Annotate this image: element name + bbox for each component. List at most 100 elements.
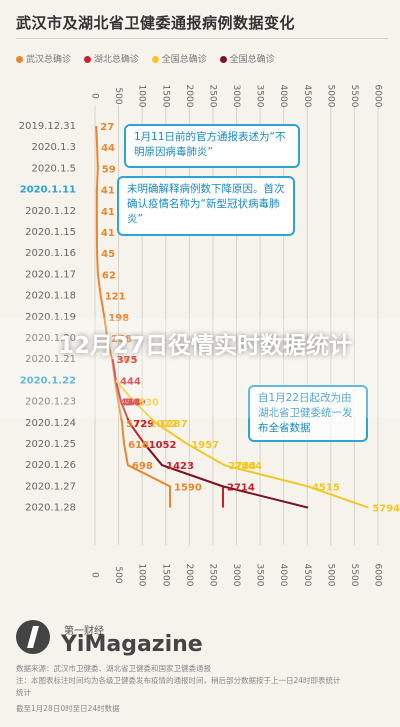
x-tick-label-top: 6000	[373, 85, 383, 108]
x-tick-label-top: 2500	[207, 85, 217, 108]
data-label: 44	[101, 143, 115, 154]
x-tick-label-bottom: 1000	[137, 564, 147, 587]
x-tick-label-bottom: 2500	[207, 564, 217, 587]
x-tick-label-bottom: 5500	[349, 564, 359, 587]
legend-swatch	[83, 56, 91, 63]
x-tick-label-bottom: 3000	[231, 564, 241, 587]
data-label: 1052	[149, 440, 177, 451]
x-tick-label-top: 5000	[325, 85, 335, 108]
data-label: 27	[100, 122, 114, 133]
date-label: 2020.1.28	[25, 503, 76, 514]
legend-swatch	[16, 56, 23, 63]
x-tick-label-bottom: 500	[113, 566, 123, 583]
footer-source: 数据来源：武汉市卫健委、湖北省卫健委和国家卫健委通报	[16, 664, 211, 673]
series-line	[115, 379, 369, 509]
data-label: 41	[101, 186, 115, 197]
callout-before-jan11: 1月11日前的官方通报表述为“不明原因病毒肺炎”	[124, 124, 300, 168]
data-label: 444	[120, 398, 141, 409]
x-tick-label-top: 3000	[231, 85, 241, 108]
banner-title: 12月27日役情实时数据统计	[58, 333, 353, 359]
x-tick-label-top: 4500	[302, 85, 312, 108]
date-label: 2020.1.5	[31, 163, 76, 174]
data-label: 2714	[227, 482, 255, 493]
date-label: 2020.1.12	[25, 206, 76, 217]
data-label: 59	[102, 164, 116, 175]
data-label: 4515	[312, 482, 340, 493]
date-label: 2020.1.27	[25, 481, 76, 492]
data-label: 549	[125, 398, 146, 409]
x-tick-label-top: 5500	[349, 85, 359, 108]
date-label: 2020.1.3	[31, 142, 76, 153]
x-tick-label-bottom: 6000	[373, 564, 383, 587]
title-divider	[16, 38, 388, 39]
brand-subtitle: 第一财经	[64, 626, 104, 637]
data-label: 495	[122, 398, 143, 409]
x-tick-label-top: 4000	[278, 85, 288, 108]
data-label: 45	[101, 249, 115, 260]
data-label: 698	[132, 461, 153, 472]
date-label: 2020.1.11	[20, 185, 76, 196]
x-tick-label-top: 2000	[184, 85, 194, 108]
date-label: 2020.1.15	[25, 227, 76, 238]
chart-legend: 武汉总确诊 湖北总确诊 全国总确诊 全国总确诊	[16, 52, 285, 65]
x-tick-label-top: 1500	[160, 85, 170, 108]
footer-note: 注：本图表标注时间均为各级卫健委发布疫情的通报时间，稍后部分数据按于上一日24时…	[16, 676, 341, 685]
date-label: 2020.1.26	[25, 460, 76, 471]
date-label: 2020.1.23	[25, 397, 76, 408]
x-tick-label-bottom: 2000	[184, 564, 194, 587]
legend-item: 湖北总确诊	[83, 52, 139, 65]
data-label: 375	[117, 355, 138, 366]
data-label: 1287	[160, 419, 188, 430]
x-tick-label-bottom: 3500	[255, 564, 265, 587]
case-trend-chart: 0 0 500 500 1000 1000 1500 1500 2000 2000 2500 2500…	[19, 85, 400, 587]
x-tick-label-bottom: 5000	[325, 564, 335, 587]
legend-swatch	[151, 56, 159, 63]
data-label: 729	[133, 419, 154, 430]
series-line	[95, 125, 171, 508]
date-label: 2020.1.19	[25, 312, 76, 323]
data-label: 830	[138, 398, 159, 409]
legend-item: 全国总确诊	[219, 52, 275, 65]
footer-date-note: 截至1月28日0时至日24时数据	[16, 704, 120, 713]
data-label: 2744	[228, 461, 256, 472]
x-tick-label-bottom: 4500	[302, 564, 312, 587]
brand-name: YiMagazine	[61, 632, 203, 657]
data-label: 62	[102, 270, 116, 281]
x-tick-label-top: 500	[113, 87, 123, 104]
date-label: 2019.12.31	[19, 121, 76, 132]
page-title: 武汉市及湖北省卫健委通报病例数据变化	[16, 14, 296, 32]
date-label: 2020.1.20	[25, 333, 76, 344]
legend-item: 全国总确诊	[151, 52, 207, 65]
date-label: 2020.1.24	[25, 418, 76, 429]
date-label: 2020.1.17	[25, 269, 76, 280]
data-label: 258	[111, 334, 132, 345]
overlay-banner	[0, 318, 400, 418]
x-tick-label-bottom: 0	[90, 572, 100, 578]
data-label: 41	[101, 228, 115, 239]
x-tick-label-top: 0	[90, 93, 100, 99]
data-label: 1957	[191, 440, 219, 451]
date-label: 2020.1.22	[20, 375, 76, 386]
footer-note-cont: 统计	[16, 688, 31, 697]
x-tick-label-bottom: 1500	[160, 564, 170, 587]
data-label: 2864	[234, 461, 262, 472]
data-label: 618	[128, 440, 149, 451]
legend-swatch	[219, 56, 227, 63]
legend-item: 武汉总确诊	[16, 52, 71, 65]
data-label: 5794	[372, 504, 400, 515]
date-label: 2020.1.21	[25, 354, 76, 365]
callout-jan22-change: 自1月22日起改为由湖北省卫健委统一发布全省数据	[248, 385, 368, 442]
data-label: 198	[108, 313, 129, 324]
x-tick-label-bottom: 4000	[278, 564, 288, 587]
data-label: 1072	[150, 419, 178, 430]
x-tick-label-top: 3500	[255, 85, 265, 108]
data-label: 1590	[174, 482, 202, 493]
data-label: 444	[120, 376, 141, 387]
data-label: 572	[126, 419, 147, 430]
x-tick-label-top: 1000	[137, 85, 147, 108]
data-label: 1423	[166, 461, 194, 472]
date-label: 2020.1.25	[25, 439, 76, 450]
data-label: 363	[116, 355, 137, 366]
series-line	[143, 443, 309, 509]
